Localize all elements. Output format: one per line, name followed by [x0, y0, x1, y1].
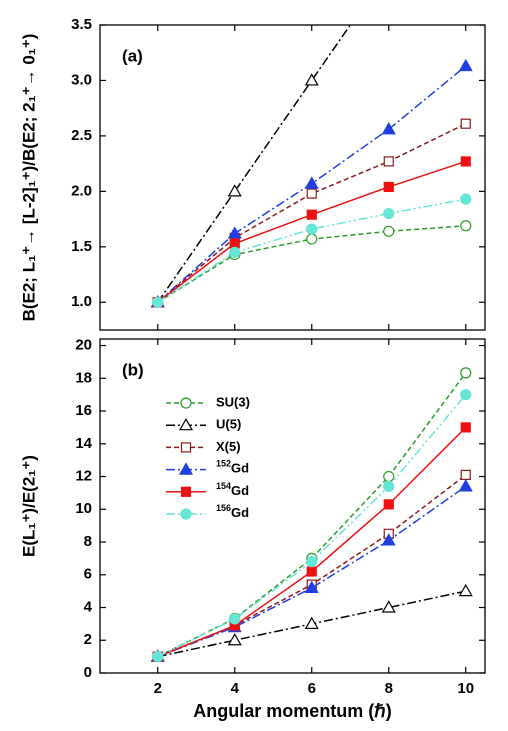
marker: [229, 238, 240, 249]
panel-label: (b): [122, 360, 144, 379]
legend-marker: [180, 397, 192, 409]
marker: [304, 176, 319, 189]
marker: [306, 188, 317, 199]
marker: [460, 389, 472, 401]
marker: [458, 58, 473, 72]
marker: [306, 556, 318, 568]
marker: [460, 220, 472, 232]
marker: [227, 184, 242, 197]
y-axis-label: B(E2; L₁⁺→ [L-2]₁⁺)/B(E2; 2₁⁺→ 0₁⁺): [19, 34, 38, 322]
legend-label: U(5): [216, 417, 241, 432]
y-tick-label: 1.0: [71, 293, 92, 310]
x-tick-label: 4: [231, 680, 240, 697]
marker: [227, 633, 242, 646]
marker: [458, 583, 473, 597]
series-line: [157, 123, 467, 303]
marker: [460, 469, 471, 480]
marker: [229, 613, 241, 625]
marker: [381, 533, 396, 546]
legend-marker: [178, 462, 194, 475]
x-tick-label: 6: [308, 680, 316, 697]
marker: [306, 233, 318, 245]
y-tick-label: 2.5: [71, 127, 92, 144]
x-tick-label: 2: [154, 680, 162, 697]
panel-label: (a): [122, 46, 143, 65]
marker: [383, 470, 395, 483]
legend-marker: [180, 508, 192, 520]
y-tick-label: 4: [84, 598, 93, 615]
marker: [306, 209, 317, 220]
series-line: [157, 485, 467, 658]
marker: [381, 122, 396, 135]
y-tick-label: 1.5: [71, 238, 92, 255]
legend-label: X(5): [216, 439, 241, 454]
marker: [460, 118, 471, 129]
y-tick-label: 10: [75, 500, 92, 517]
y-tick-label: 14: [75, 435, 92, 452]
marker: [152, 651, 164, 663]
series-line: [157, 372, 467, 658]
y-tick-label: 0: [84, 664, 92, 681]
y-tick-label: 3.0: [71, 71, 92, 88]
x-axis-label: Angular momentum (ℏ): [193, 701, 391, 721]
legend-label: 156Gd: [216, 503, 249, 520]
plot-area: [150, 367, 473, 663]
y-axis-label: E(L₁⁺)/E(2₁⁺): [19, 455, 38, 557]
y-tick-label: 8: [84, 533, 92, 550]
y-tick-label: 18: [75, 369, 92, 386]
legend-label: 152Gd: [216, 459, 249, 476]
marker: [381, 600, 396, 613]
marker: [304, 73, 319, 86]
marker: [383, 480, 395, 492]
y-tick-label: 2: [84, 631, 92, 648]
marker: [383, 225, 395, 237]
marker: [229, 246, 241, 258]
legend-marker: [178, 417, 194, 431]
marker: [152, 296, 164, 308]
y-tick-label: 16: [75, 402, 92, 419]
y-tick-label: 12: [75, 467, 92, 484]
plot-frame: [99, 338, 486, 674]
marker: [460, 193, 472, 205]
marker: [227, 226, 242, 239]
marker: [304, 580, 319, 593]
legend-marker: [180, 486, 192, 497]
marker: [383, 499, 394, 510]
marker: [460, 156, 471, 167]
y-tick-label: 3.5: [71, 16, 92, 33]
marker: [458, 479, 473, 492]
marker: [304, 616, 319, 629]
marker: [460, 367, 472, 379]
marker: [306, 566, 317, 577]
x-tick-label: 8: [385, 680, 393, 697]
marker: [383, 207, 395, 220]
plot-frame: [99, 24, 486, 331]
y-tick-label: 6: [84, 566, 92, 583]
legend-label: SU(3): [216, 394, 250, 409]
series-line: [157, 25, 352, 303]
marker: [306, 223, 318, 235]
marker: [383, 181, 394, 193]
x-tick-label: 10: [457, 680, 474, 697]
plot-area: [150, 25, 473, 308]
y-tick-label: 2.0: [71, 182, 92, 199]
marker: [460, 422, 471, 433]
y-tick-label: 20: [75, 337, 92, 354]
marker: [383, 156, 394, 167]
legend-marker: [180, 442, 192, 453]
legend-label: 154Gd: [216, 481, 249, 498]
